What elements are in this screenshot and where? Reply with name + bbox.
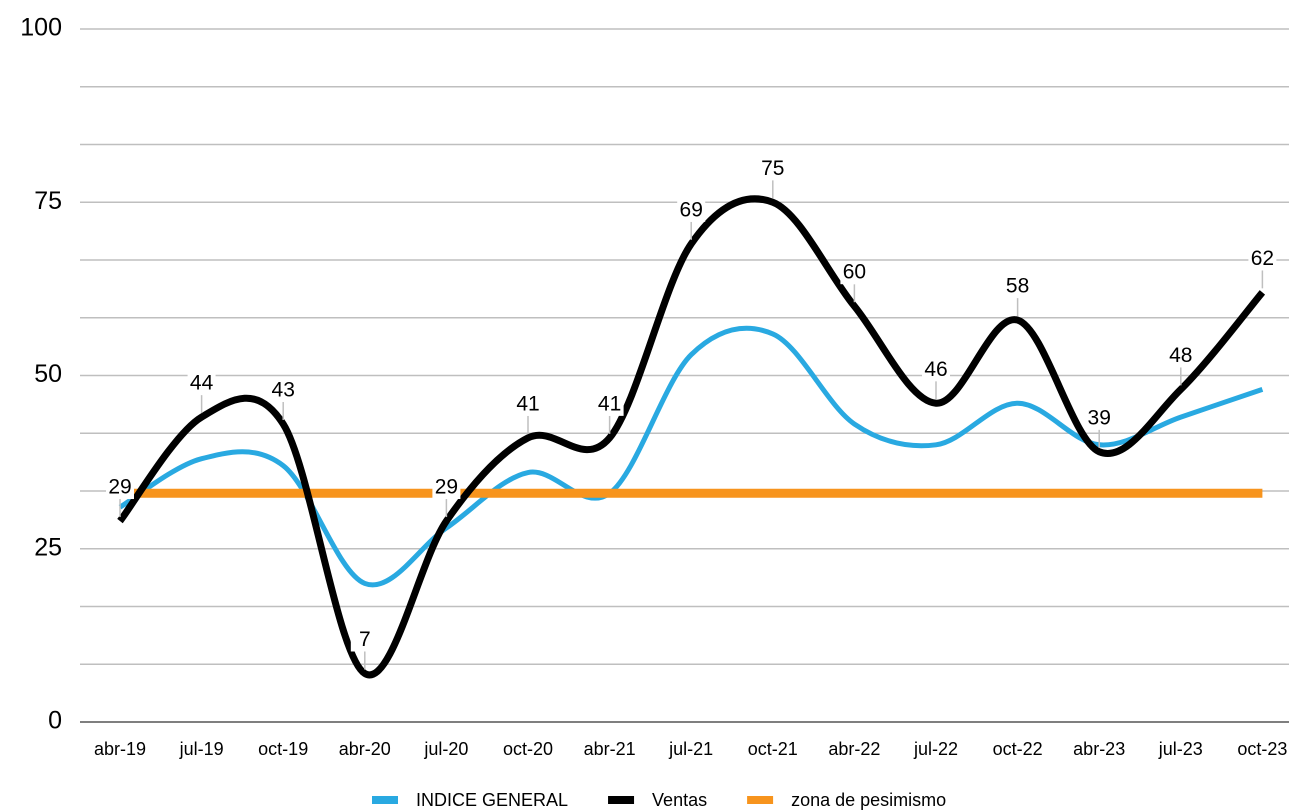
x-tick-label: abr-22 — [828, 739, 880, 759]
label-bg — [1003, 276, 1032, 299]
x-tick-label: oct-19 — [258, 739, 308, 759]
y-tick-label: 50 — [34, 360, 62, 388]
legend: INDICE GENERAL Ventas zona de pesimismo — [372, 790, 946, 810]
legend-swatch — [372, 796, 398, 804]
series-line — [117, 195, 1266, 679]
label-bg — [432, 477, 461, 500]
x-tick-label: jul-22 — [913, 739, 958, 759]
legend-label: INDICE GENERAL — [416, 790, 568, 810]
label-bg — [1248, 248, 1277, 271]
label-bg — [595, 393, 624, 416]
y-tick-label: 100 — [20, 14, 62, 42]
x-tick-label: oct-21 — [748, 739, 798, 759]
series-line — [118, 325, 1264, 588]
data-label: 58 — [1006, 275, 1029, 298]
legend-swatch — [747, 796, 774, 804]
x-tick-label: abr-21 — [584, 739, 636, 759]
label-bg — [187, 373, 216, 396]
x-tick-label: oct-20 — [503, 739, 553, 759]
legend-label: zona de pesimismo — [791, 790, 946, 810]
label-bg — [922, 359, 950, 382]
data-label: 69 — [680, 198, 703, 221]
x-tick-label: oct-23 — [1237, 739, 1287, 759]
label-bg — [106, 477, 134, 500]
data-label: 41 — [598, 392, 621, 415]
data-label: 46 — [924, 358, 947, 381]
y-tick-label: 0 — [48, 707, 62, 735]
data-label: 60 — [843, 261, 866, 284]
label-bg — [269, 380, 298, 403]
label-bg — [350, 629, 379, 652]
legend-swatch — [608, 796, 635, 804]
x-tick-label: oct-22 — [993, 739, 1043, 759]
x-tick-label: abr-23 — [1073, 739, 1125, 759]
data-label: 7 — [359, 628, 371, 651]
data-label: 75 — [761, 157, 784, 180]
y-tick-label: 25 — [34, 533, 62, 561]
x-tick-label: jul-23 — [1158, 739, 1203, 759]
data-label: 29 — [435, 476, 458, 499]
x-tick-label: jul-20 — [423, 739, 468, 759]
label-bg — [514, 393, 542, 416]
x-tick-label: jul-19 — [179, 739, 224, 759]
data-label: 43 — [272, 379, 295, 402]
data-label: 39 — [1088, 406, 1111, 429]
legend-label: Ventas — [652, 790, 707, 810]
data-label: 41 — [516, 392, 539, 415]
x-tick-label: abr-20 — [339, 739, 391, 759]
label-bg — [840, 262, 869, 285]
label-bg — [1085, 407, 1114, 430]
x-tick-label: abr-19 — [94, 739, 146, 759]
data-label: 62 — [1251, 247, 1274, 270]
label-bg — [1166, 345, 1195, 368]
y-tick-label: 75 — [34, 187, 62, 215]
data-label: 29 — [108, 476, 131, 499]
label-bg — [758, 158, 787, 181]
label-bg — [677, 199, 706, 222]
data-label: 48 — [1169, 344, 1192, 367]
x-tick-label: jul-21 — [668, 739, 713, 759]
data-label: 44 — [190, 372, 214, 395]
